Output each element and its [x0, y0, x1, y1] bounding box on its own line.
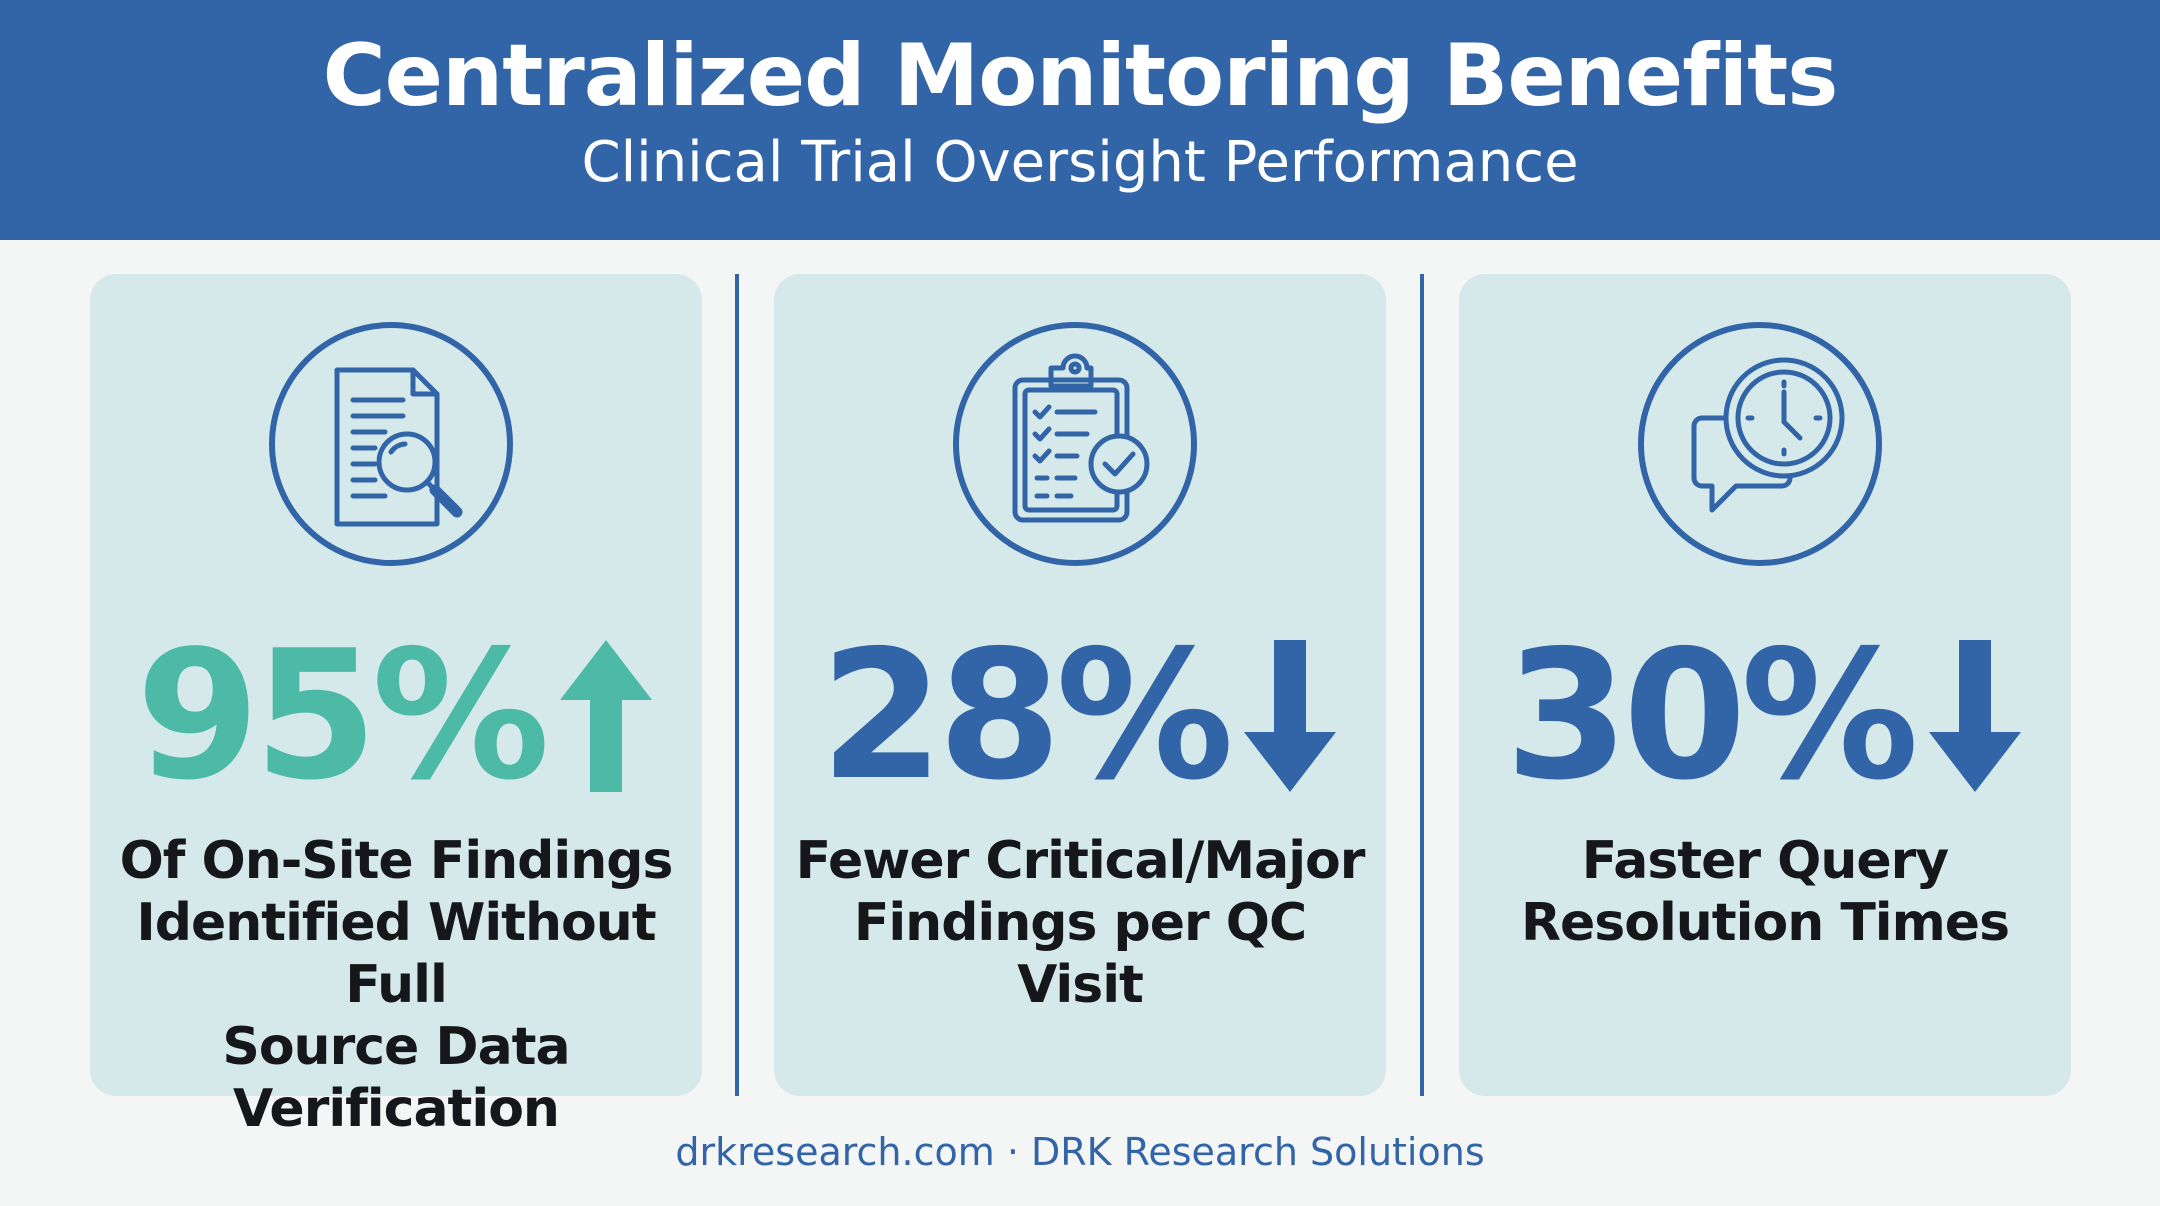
stat-card-qc-findings: 28% Fewer Critical/Major Findings per QC… — [774, 274, 1386, 1096]
stat-description: Faster Query Resolution Times — [1479, 830, 2051, 954]
stat-description: Of On-Site Findings Identified Without F… — [110, 830, 682, 1140]
description-line: Source Data Verification — [222, 1017, 570, 1139]
clock-chat-icon — [1638, 322, 1882, 566]
description-line: Of On-Site Findings — [119, 831, 674, 891]
divider — [1420, 274, 1424, 1096]
page-title: Centralized Monitoring Benefits — [322, 26, 1839, 126]
arrow-up-icon — [560, 640, 653, 792]
arrow-down-icon — [1244, 640, 1337, 792]
description-line: Findings per QC Visit — [853, 893, 1307, 1015]
stat-row: 95% — [90, 626, 702, 806]
document-search-icon — [269, 322, 513, 566]
stat-value: 30% — [1504, 612, 1919, 819]
stat-value: 95% — [135, 612, 550, 819]
stat-row: 28% — [774, 626, 1386, 806]
description-line: Faster Query — [1581, 831, 1949, 891]
arrow-down-icon — [1929, 640, 2022, 792]
header-banner: Centralized Monitoring Benefits Clinical… — [0, 0, 2160, 240]
footer-credit: drkresearch.com · DRK Research Solutions — [675, 1130, 1485, 1174]
page-subtitle: Clinical Trial Oversight Performance — [581, 130, 1579, 195]
stat-row: 30% — [1459, 626, 2071, 806]
description-line: Fewer Critical/Major — [795, 831, 1366, 891]
divider — [735, 274, 739, 1096]
description-line: Identified Without Full — [136, 893, 656, 1015]
stat-description: Fewer Critical/Major Findings per QC Vis… — [794, 830, 1366, 1016]
stat-card-query-resolution: 30% Faster Query Resolution Times — [1459, 274, 2071, 1096]
clipboard-check-icon — [953, 322, 1197, 566]
stat-card-sdv-findings: 95% Of On-Site Findings Identified Witho… — [90, 274, 702, 1139]
stat-value: 28% — [819, 612, 1234, 819]
description-line: Resolution Times — [1520, 893, 2010, 953]
